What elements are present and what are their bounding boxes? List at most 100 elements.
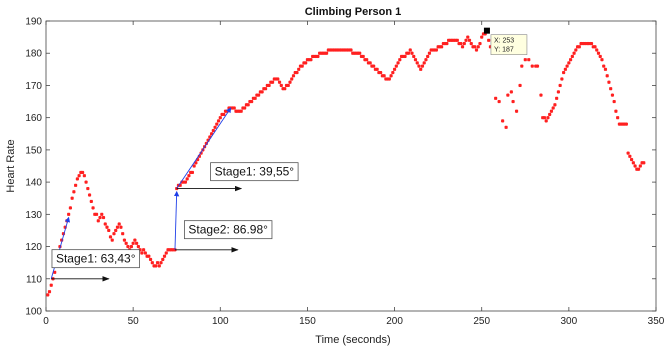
y-tick-label: 160 <box>25 113 42 124</box>
data-point <box>431 48 435 52</box>
data-point <box>453 38 458 43</box>
data-point <box>136 244 141 249</box>
data-point <box>534 64 538 68</box>
data-point <box>589 41 594 46</box>
data-point <box>626 151 630 155</box>
data-point <box>596 51 601 55</box>
data-point <box>323 51 327 55</box>
data-point <box>366 61 371 65</box>
x-axis-label: Time (seconds) <box>315 334 390 346</box>
data-point <box>49 283 53 287</box>
data-point <box>223 109 228 113</box>
data-point <box>117 222 121 226</box>
annotation-label: Stage2: 86.98° <box>184 220 273 240</box>
data-point <box>410 51 414 55</box>
data-point <box>448 38 453 43</box>
data-point <box>481 32 486 36</box>
data-point <box>457 41 461 46</box>
data-point <box>319 51 324 55</box>
data-point <box>66 212 71 217</box>
data-point <box>373 67 378 72</box>
y-tick-label: 110 <box>26 274 42 285</box>
data-point <box>140 251 144 255</box>
data-point <box>87 193 92 197</box>
data-point <box>312 54 317 59</box>
data-point <box>258 90 263 94</box>
data-point <box>582 41 587 46</box>
data-point <box>445 41 449 46</box>
data-point <box>182 180 186 184</box>
data-point <box>617 122 622 126</box>
data-point <box>530 64 534 68</box>
data-point <box>511 99 515 104</box>
data-point <box>480 35 484 39</box>
annotation-box <box>184 220 273 240</box>
data-point <box>265 83 270 88</box>
data-point <box>263 86 268 91</box>
annotations: Stage1: 63,43° Stage2: 86.98° Stage1: 39,5… <box>50 107 299 282</box>
plot-area <box>45 20 657 312</box>
data-point <box>527 57 531 62</box>
data-point <box>53 270 57 275</box>
data-point <box>403 54 407 59</box>
y-tick-label: 170 <box>25 81 42 92</box>
annotation-label: Stage1: 63,43° <box>51 249 140 269</box>
data-point <box>344 48 348 52</box>
data-point <box>73 183 78 188</box>
data-point <box>290 77 294 81</box>
data-point <box>406 51 411 55</box>
data-point <box>119 225 123 229</box>
datatip[interactable]: X: 253 Y: 187 <box>483 27 528 55</box>
data-point <box>614 109 618 113</box>
data-point <box>230 106 235 110</box>
data-point <box>260 90 264 94</box>
data-point <box>345 48 350 52</box>
data-point <box>539 93 543 97</box>
data-point <box>361 54 365 59</box>
data-point <box>455 38 459 43</box>
data-point <box>478 41 482 46</box>
data-point <box>148 257 153 262</box>
data-point <box>541 115 545 120</box>
data-point <box>192 164 196 168</box>
data-point <box>70 196 74 200</box>
data-point <box>255 93 259 97</box>
data-point <box>352 51 357 55</box>
fit-line <box>173 190 180 250</box>
data-point <box>349 48 353 52</box>
data-point <box>218 115 222 120</box>
data-point <box>568 57 573 62</box>
data-point <box>145 254 149 258</box>
data-point <box>114 228 118 233</box>
annotation-text: Stage1: 39,55° <box>215 165 295 179</box>
data-point <box>249 99 254 104</box>
data-point <box>215 122 219 126</box>
x-tick-label: 300 <box>561 316 578 327</box>
data-point <box>77 173 81 178</box>
data-point <box>563 67 568 72</box>
data-point <box>216 119 221 123</box>
data-point <box>103 222 107 226</box>
annotation-text: Stage1: 63,43° <box>56 252 136 266</box>
x-tick-label: 200 <box>386 316 403 327</box>
data-point <box>635 167 639 171</box>
data-point <box>298 64 303 68</box>
data-point <box>126 244 130 249</box>
data-point <box>619 122 623 126</box>
chart-title: Climbing Person 1 <box>305 6 402 18</box>
data-point <box>293 70 297 75</box>
data-point <box>180 180 184 184</box>
y-tick-label: 120 <box>25 242 42 253</box>
data-point <box>188 170 193 175</box>
data-point <box>497 99 501 104</box>
data-point <box>98 215 102 220</box>
data-point <box>161 257 165 262</box>
data-point <box>211 128 215 133</box>
data-point <box>476 45 480 49</box>
y-tick-label: 150 <box>25 145 42 156</box>
data-point <box>321 51 325 55</box>
data-point <box>262 86 266 91</box>
data-point <box>432 48 437 52</box>
fit-line <box>50 216 71 279</box>
